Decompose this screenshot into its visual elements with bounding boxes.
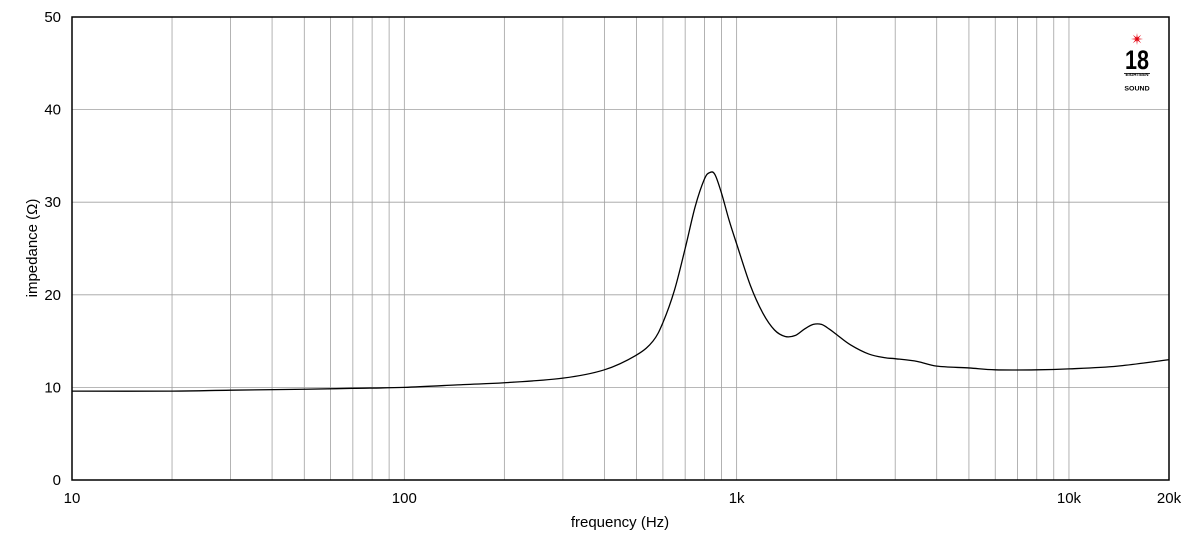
eighteen-sound-logo: 18 EIGHTEEN SOUND: [1124, 33, 1150, 92]
grid: [72, 17, 1169, 480]
x-tick-label: 100: [392, 490, 417, 507]
y-tick-label: 50: [44, 9, 61, 26]
x-axis-label: frequency (Hz): [571, 514, 669, 531]
x-tick-label: 1k: [729, 490, 745, 507]
x-tick-label: 10: [64, 490, 81, 507]
star-shape: [1131, 33, 1143, 45]
y-tick-label: 30: [44, 194, 61, 211]
plot-background: [72, 17, 1169, 480]
x-tick-labels: 10 100 1k 10k 20k: [64, 490, 1182, 507]
star-icon: [1131, 33, 1143, 45]
logo-name: SOUND: [1124, 86, 1149, 93]
x-tick-label: 20k: [1157, 490, 1182, 507]
x-tick-label: 10k: [1057, 490, 1082, 507]
y-tick-label: 10: [44, 379, 61, 396]
series-group: [71, 171, 1170, 392]
plot-frame: [71, 16, 1170, 481]
logo-divider: [1124, 73, 1150, 74]
logo-number: 18: [1125, 46, 1149, 76]
y-tick-label: 20: [44, 287, 61, 304]
y-tick-label: 0: [53, 472, 61, 489]
logo-subtitle: EIGHTEEN: [1125, 72, 1148, 77]
y-axis-label: impedance (Ω): [24, 199, 41, 298]
y-tick-labels: 0 10 20 30 40 50: [44, 9, 61, 489]
impedance-curve: [71, 171, 1170, 392]
y-tick-label: 40: [44, 102, 61, 119]
